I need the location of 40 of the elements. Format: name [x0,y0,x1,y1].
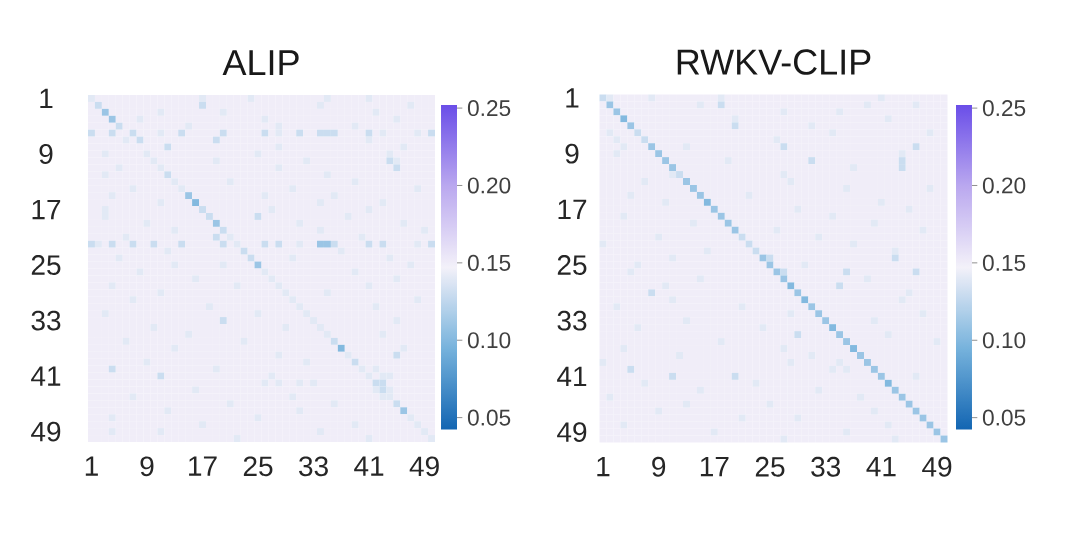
color-bar-label: 0.05 [982,409,1026,426]
y-tick-label: 33 [31,310,61,331]
y-tick-label: 1 [566,88,579,108]
y-tick-label: 9 [565,143,579,164]
y-tick-label: 9 [39,144,53,164]
x-tick-label: 41 [354,456,384,476]
x-tick-label: 9 [652,456,666,477]
y-tick-label: 41 [31,366,61,386]
y-tick-label: 33 [557,310,587,331]
y-tick-label: 1 [40,88,53,109]
x-tick-label: 9 [140,456,154,477]
x-tick-label: 49 [409,456,439,477]
y-tick-label: 49 [557,422,587,442]
color-bar-label: 0.20 [467,177,511,194]
chart-title: ALIP [222,50,299,75]
y-tick-label: 49 [31,421,61,442]
x-tick-label: 49 [922,456,952,477]
x-tick-label: 1 [597,456,610,477]
x-tick-label: 17 [700,456,729,477]
x-tick-label: 25 [243,456,273,477]
color-bar-label: 0.10 [982,332,1026,349]
chart-title: RWKV-CLIP [677,49,871,75]
y-tick-label: 25 [557,255,587,275]
color-bar-label: 0.25 [467,100,511,117]
color-bar-label: 0.20 [982,177,1026,194]
color-bar-label: 0.10 [467,332,511,349]
color-bar-label: 0.15 [467,254,511,271]
x-tick-label: 25 [755,456,785,477]
y-tick-label: 17 [558,199,587,219]
y-tick-label: 17 [32,199,61,220]
y-tick-label: 25 [31,255,61,275]
x-tick-label: 41 [866,456,896,477]
x-tick-label: 33 [811,456,841,477]
color-bar-label: 0.05 [467,409,511,426]
x-tick-label: 1 [85,456,98,476]
color-bar-label: 0.25 [982,100,1026,117]
y-tick-label: 41 [557,366,587,387]
x-tick-label: 17 [189,456,217,476]
color-bar-label: 0.15 [982,254,1026,271]
x-tick-label: 33 [299,456,328,477]
